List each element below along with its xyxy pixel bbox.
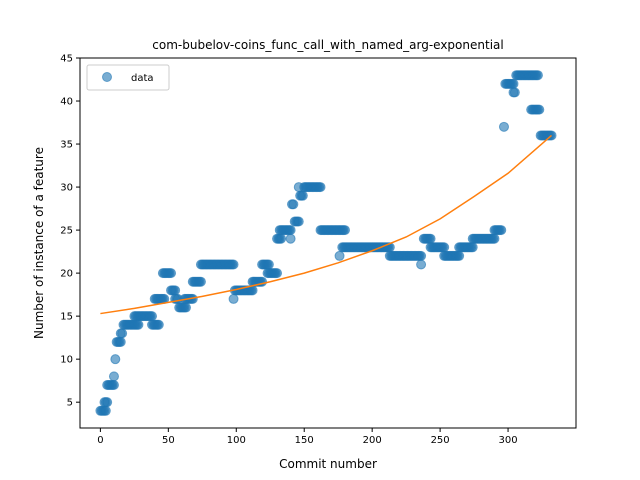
data-point: [509, 87, 520, 98]
data-point: [115, 336, 126, 347]
data-point: [195, 276, 206, 287]
x-axis: 0 50 100 150 200 250 300: [97, 428, 518, 446]
data-point: [102, 397, 113, 408]
plot-area: [80, 58, 576, 428]
data-point: [416, 250, 427, 261]
data-point: [498, 121, 509, 132]
y-tick-label: 20: [60, 269, 73, 280]
data-point: [454, 250, 465, 261]
data-point: [263, 259, 274, 270]
data-point: [534, 104, 545, 115]
x-tick-label: 300: [499, 435, 518, 446]
legend-marker-data: [102, 72, 112, 82]
data-point: [100, 405, 111, 416]
y-axis-label: Number of instance of a feature: [32, 147, 46, 339]
data-point: [228, 259, 239, 270]
chart-title: com-bubelov-coins_func_call_with_named_a…: [152, 38, 503, 52]
data-point: [228, 293, 239, 304]
x-tick-label: 250: [431, 435, 450, 446]
legend-label-data: data: [131, 73, 154, 84]
x-tick-label: 50: [162, 435, 175, 446]
y-axis: 5 10 15 20 25 30 35 40 45: [60, 54, 80, 409]
data-point: [285, 233, 296, 244]
data-point: [467, 242, 478, 253]
data-point: [416, 259, 427, 270]
data-point: [334, 250, 345, 261]
data-point: [496, 225, 507, 236]
data-point: [288, 199, 299, 210]
y-tick-label: 30: [60, 183, 73, 194]
data-point: [425, 233, 436, 244]
data-point: [276, 233, 287, 244]
data-point: [532, 70, 543, 81]
y-tick-label: 15: [60, 312, 73, 323]
data-point: [108, 379, 119, 390]
y-tick-label: 5: [67, 398, 73, 409]
x-tick-label: 150: [295, 435, 314, 446]
data-point: [180, 302, 191, 313]
data-point: [439, 242, 450, 253]
x-axis-label: Commit number: [279, 457, 377, 471]
y-tick-label: 45: [60, 54, 73, 65]
data-point: [147, 311, 158, 322]
x-tick-label: 100: [227, 435, 246, 446]
y-tick-label: 40: [60, 97, 73, 108]
data-point: [293, 216, 304, 227]
data-point: [272, 268, 283, 279]
plot-frame: [79, 57, 577, 429]
legend-box: [86, 64, 170, 91]
data-point: [489, 233, 500, 244]
y-tick-label: 35: [60, 140, 73, 151]
x-tick-label: 200: [363, 435, 382, 446]
legend: data: [86, 64, 170, 91]
y-tick-label: 25: [60, 226, 73, 237]
data-point: [166, 268, 177, 279]
data-point: [110, 354, 121, 365]
data-point: [315, 182, 326, 193]
data-point: [297, 190, 308, 201]
data-point: [170, 285, 181, 296]
data-point: [285, 225, 296, 236]
x-tick-label: 0: [97, 435, 103, 446]
data-point: [339, 225, 350, 236]
data-point: [117, 328, 128, 339]
data-point: [153, 319, 164, 330]
data-point: [508, 78, 519, 89]
data-point: [133, 319, 144, 330]
y-tick-label: 10: [60, 355, 73, 366]
data-points: [95, 70, 557, 416]
fit-line: [100, 134, 553, 315]
data-point: [108, 371, 119, 382]
